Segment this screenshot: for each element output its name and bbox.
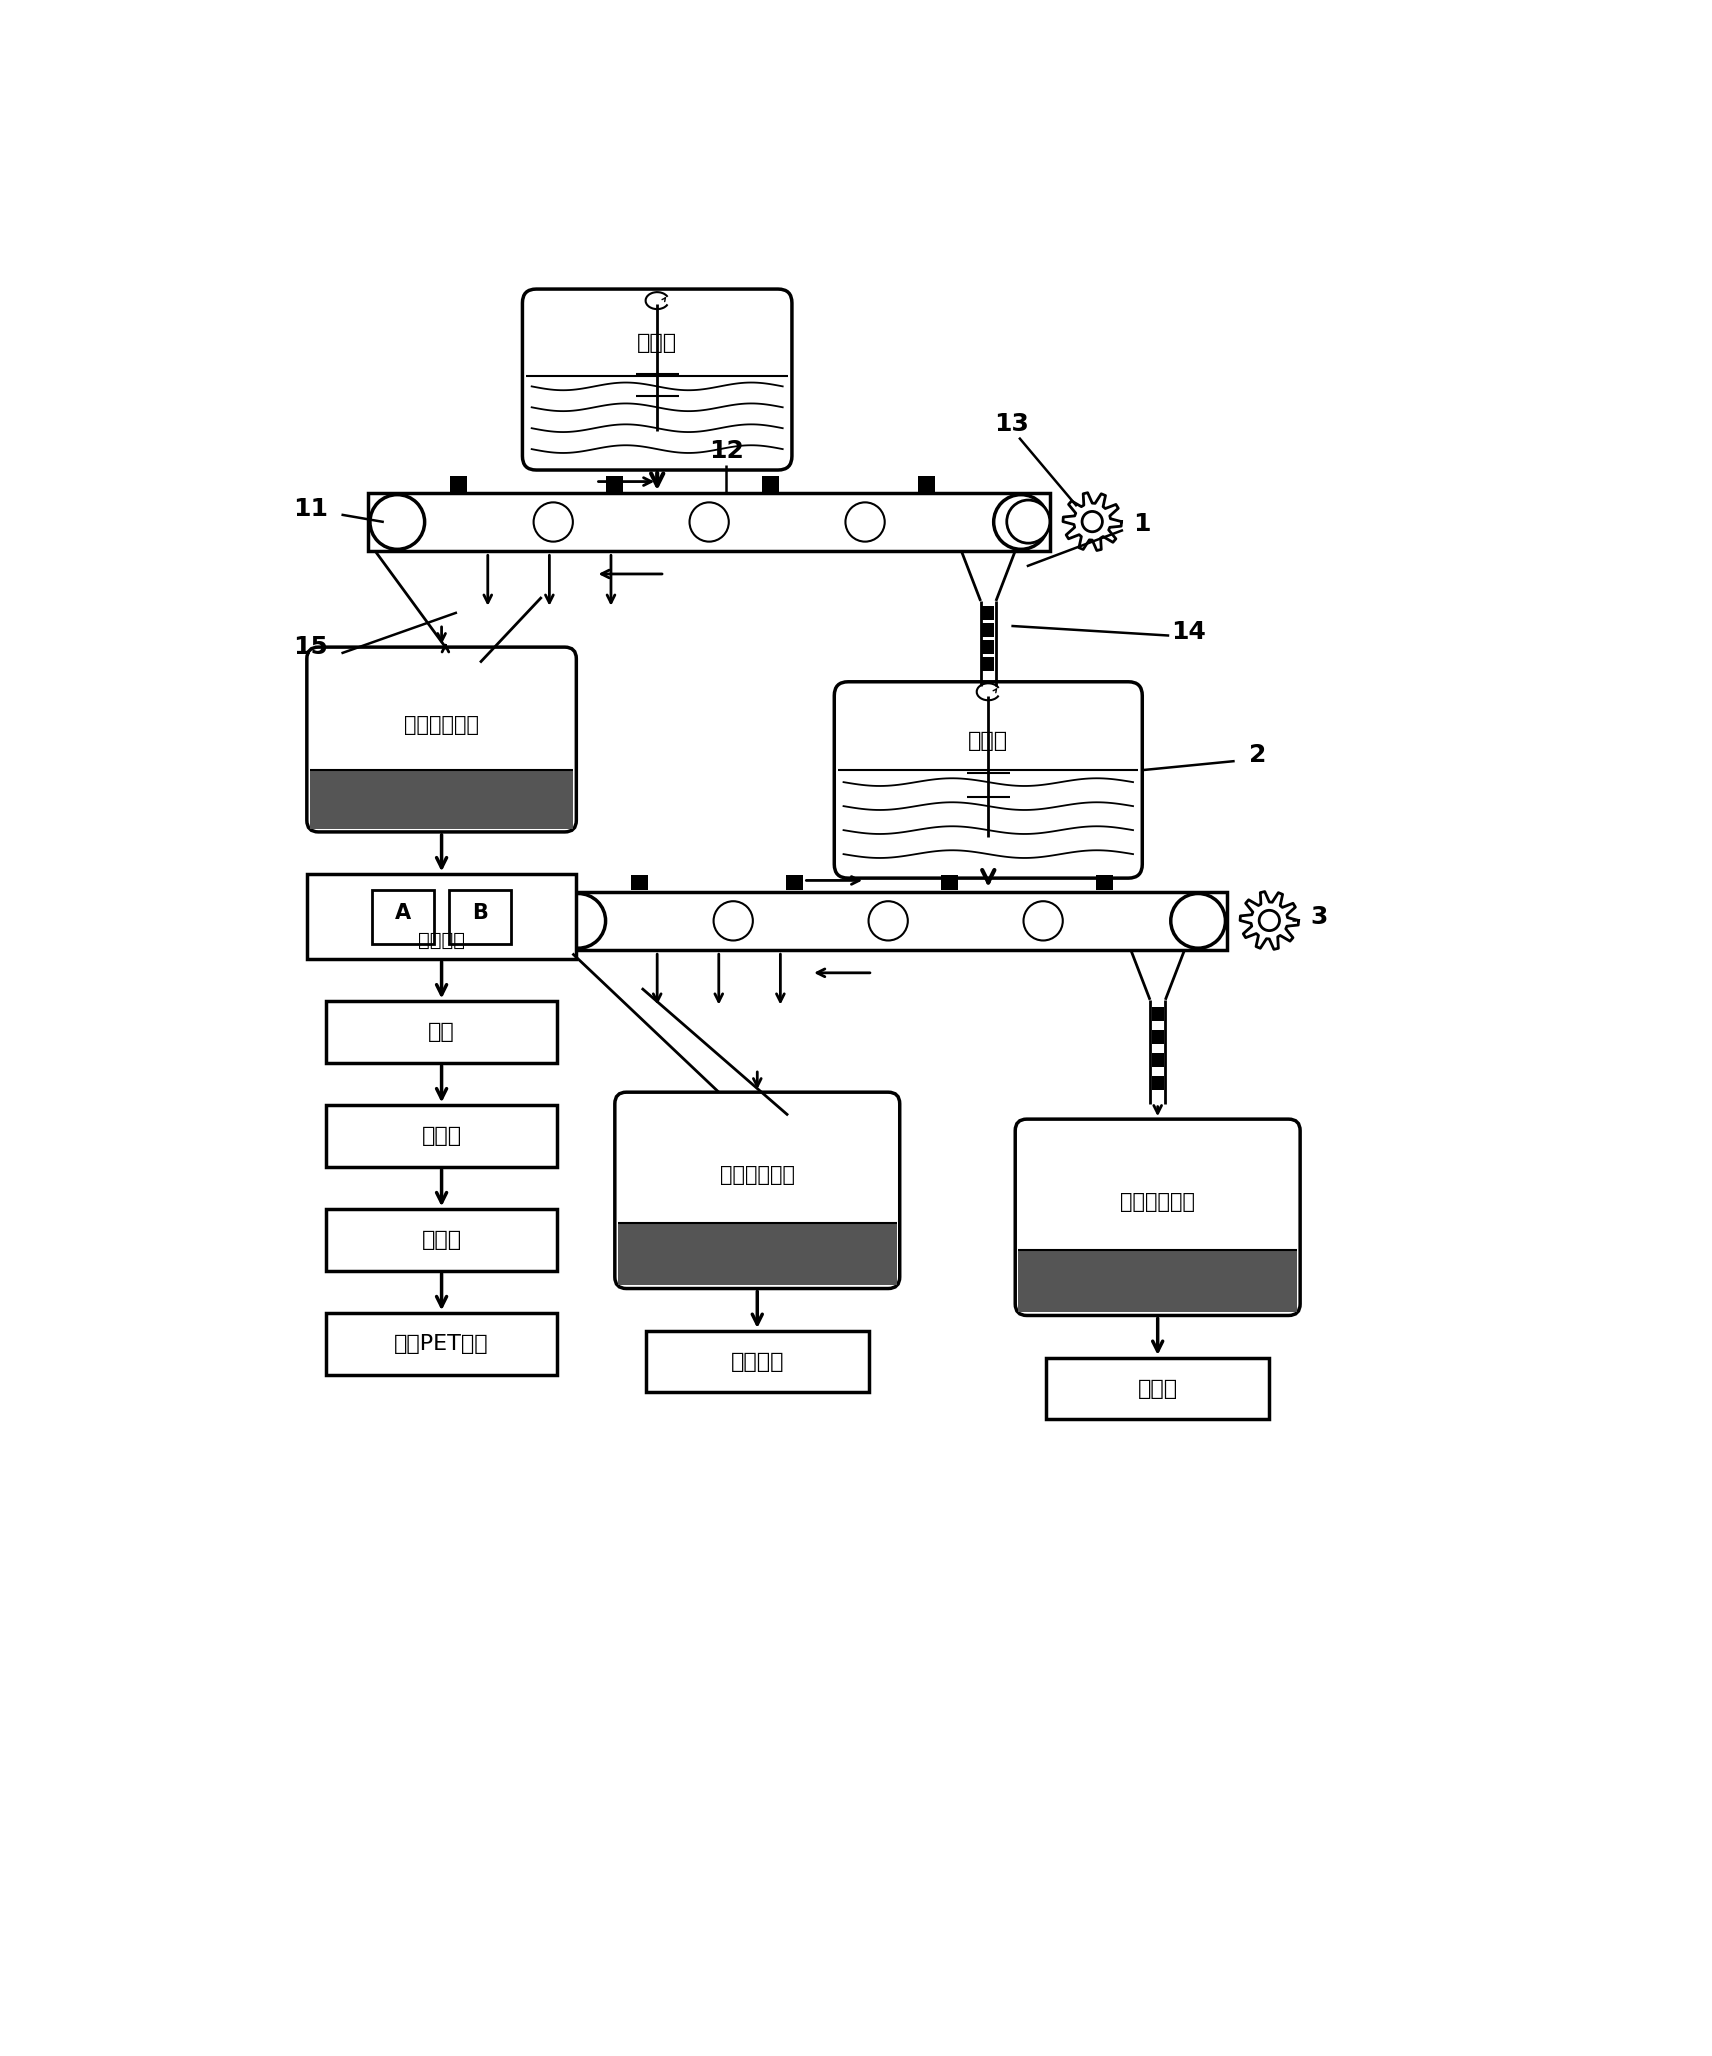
Text: 15: 15 xyxy=(293,635,329,660)
Text: 11: 11 xyxy=(293,495,329,520)
Bar xyxy=(645,1330,870,1392)
Bar xyxy=(1019,1250,1298,1312)
Text: 浓缩: 浓缩 xyxy=(428,1022,455,1042)
Bar xyxy=(325,1106,556,1168)
Bar xyxy=(786,876,803,890)
Bar xyxy=(325,1314,556,1375)
Bar xyxy=(632,876,647,890)
Circle shape xyxy=(534,502,574,541)
Text: 后处理: 后处理 xyxy=(1137,1380,1178,1398)
Bar xyxy=(372,890,433,944)
Bar xyxy=(983,623,995,637)
Circle shape xyxy=(1024,901,1063,940)
Text: 12: 12 xyxy=(709,438,745,463)
Text: 终缩聚: 终缩聚 xyxy=(421,1229,462,1250)
Text: A: A xyxy=(395,903,411,923)
Bar xyxy=(1152,1075,1164,1090)
Text: 洗涤液收集罐: 洗涤液收集罐 xyxy=(719,1164,794,1184)
Text: B: B xyxy=(473,903,488,923)
Bar xyxy=(618,1223,897,1285)
Bar xyxy=(310,769,574,829)
Circle shape xyxy=(1171,894,1226,948)
Bar xyxy=(983,658,995,670)
Bar xyxy=(942,876,959,890)
Circle shape xyxy=(1082,512,1103,533)
Circle shape xyxy=(993,495,1048,549)
Text: 精过滤器: 精过滤器 xyxy=(418,931,466,950)
Bar xyxy=(1152,1007,1164,1020)
Bar xyxy=(983,639,995,654)
Bar xyxy=(325,1209,556,1271)
Circle shape xyxy=(846,502,885,541)
Text: 3: 3 xyxy=(1311,905,1329,929)
Bar xyxy=(306,874,577,958)
Text: 棉纤维收集罐: 棉纤维收集罐 xyxy=(1120,1192,1195,1211)
Circle shape xyxy=(551,894,606,948)
Circle shape xyxy=(370,495,425,549)
Bar xyxy=(368,493,1049,551)
Bar xyxy=(1046,1357,1269,1419)
Bar xyxy=(606,477,623,491)
Bar xyxy=(983,607,995,621)
Text: 2: 2 xyxy=(1250,742,1267,767)
Bar xyxy=(918,477,935,491)
Text: 醇解物收集罐: 醇解物收集罐 xyxy=(404,715,479,734)
Circle shape xyxy=(690,502,729,541)
Text: 再生PET聚酯: 再生PET聚酯 xyxy=(394,1334,490,1355)
Circle shape xyxy=(1258,911,1279,931)
Circle shape xyxy=(868,901,907,940)
Text: 13: 13 xyxy=(995,411,1029,436)
Text: 14: 14 xyxy=(1171,619,1205,644)
FancyBboxPatch shape xyxy=(522,290,793,471)
Bar xyxy=(1152,1030,1164,1044)
Text: 回醇解釜: 回醇解釜 xyxy=(731,1351,784,1371)
Text: 醇解釜: 醇解釜 xyxy=(637,333,678,354)
Circle shape xyxy=(714,901,753,940)
FancyBboxPatch shape xyxy=(834,683,1142,878)
Bar xyxy=(1152,1053,1164,1067)
FancyBboxPatch shape xyxy=(1015,1118,1299,1316)
Bar xyxy=(762,477,779,491)
Text: 预缩聚: 预缩聚 xyxy=(421,1127,462,1145)
Bar xyxy=(450,477,467,491)
Bar xyxy=(550,892,1228,950)
Text: 醇解釜: 醇解釜 xyxy=(969,730,1008,750)
Circle shape xyxy=(1007,500,1049,543)
Bar xyxy=(1096,876,1113,890)
FancyBboxPatch shape xyxy=(615,1092,901,1289)
Text: 1: 1 xyxy=(1133,512,1150,537)
Bar xyxy=(449,890,510,944)
Bar xyxy=(325,1001,556,1063)
FancyBboxPatch shape xyxy=(306,648,577,833)
